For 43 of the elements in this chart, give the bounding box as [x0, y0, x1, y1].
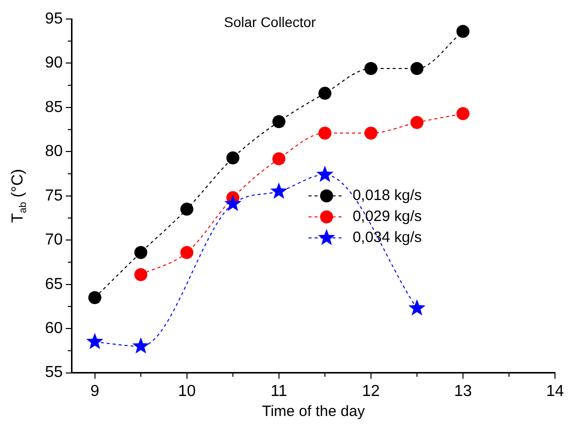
- y-tick-label: 90: [45, 54, 63, 72]
- legend-label: 0,018 kg/s: [352, 187, 422, 204]
- y-tick-label: 70: [45, 232, 63, 249]
- point: [180, 246, 194, 260]
- point: [226, 151, 240, 164]
- point: [132, 337, 150, 354]
- point: [456, 24, 470, 38]
- point: [180, 202, 194, 216]
- y-tick-label: 65: [45, 276, 63, 293]
- point: [410, 116, 424, 129]
- point: [272, 115, 286, 128]
- x-tick-label: 14: [546, 382, 564, 400]
- y-tick-label: 85: [45, 98, 63, 116]
- point: [318, 126, 332, 140]
- legend-label: 0,029 kg/s: [352, 208, 422, 226]
- point: [272, 152, 286, 166]
- y-tick-label: 55: [45, 364, 63, 382]
- y-axis-title: Tab (°C): [9, 168, 29, 223]
- point: [224, 194, 242, 212]
- point: [270, 182, 288, 199]
- y-tick-label: 95: [45, 10, 63, 28]
- x-tick-label: 13: [454, 382, 472, 400]
- point: [456, 107, 470, 120]
- point: [134, 268, 148, 282]
- x-tick-label: 9: [90, 382, 100, 400]
- y-tick-label: 80: [45, 143, 63, 160]
- point: [364, 62, 378, 76]
- point: [88, 291, 102, 304]
- point: [86, 332, 104, 350]
- point: [318, 86, 332, 100]
- point: [134, 246, 148, 260]
- point: [410, 62, 424, 76]
- point: [364, 126, 378, 140]
- point: [316, 166, 334, 182]
- chart-title: Solar Collector: [224, 14, 316, 30]
- x-tick-label: 10: [178, 382, 196, 400]
- x-tick-label: 12: [362, 382, 380, 400]
- x-tick-label: 11: [270, 382, 288, 400]
- point: [408, 299, 426, 316]
- legend-label: 0,034 kg/s: [352, 229, 422, 246]
- y-tick-label: 75: [45, 187, 63, 204]
- y-tick-label: 60: [45, 320, 63, 337]
- x-axis-title: Time of the day: [262, 403, 366, 420]
